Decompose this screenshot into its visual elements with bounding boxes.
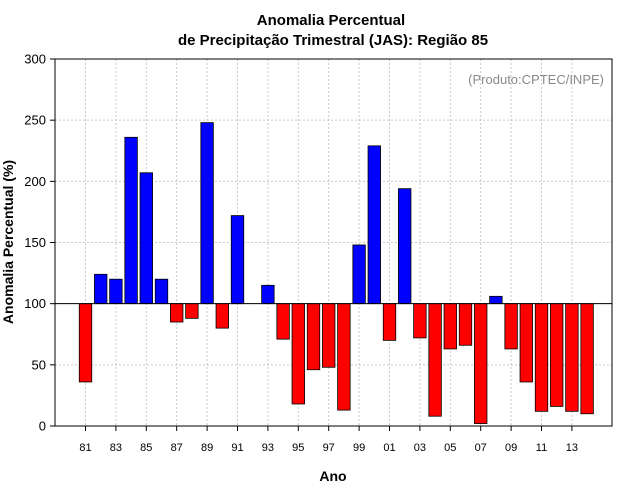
x-tick-label: 01 (383, 442, 395, 454)
bar-96: 96: 46% (306, 303, 321, 371)
bar-00: 00: 229% (367, 145, 381, 305)
bar-06: 06: 66% (458, 303, 473, 346)
x-tick-label: 03 (414, 442, 426, 454)
x-tick-label: 09 (505, 442, 517, 454)
bar-83: 83: 120% (109, 278, 123, 305)
x-tick-label: 99 (353, 442, 365, 454)
x-tick-label: 13 (566, 442, 578, 454)
chart-title-line-1: Anomalia Percentual (257, 12, 405, 29)
bar-85: 85: 207% (139, 172, 153, 305)
bar-09: 09: 63% (504, 303, 518, 350)
bar-84: 84: 236% (124, 136, 138, 305)
bar-02: 02: 194% (398, 188, 412, 305)
bar-14: 14: 10% (580, 303, 594, 415)
bar-11: 11: 12% (534, 303, 549, 412)
bar-82: 82: 124% (94, 273, 108, 305)
bar-93: 93: 115% (261, 284, 275, 305)
x-tick-label: 07 (475, 442, 487, 454)
bars-layer: 81: 36%82: 124%83: 120%84: 236%85: 207%8… (78, 122, 594, 424)
y-tick-label: 250 (24, 113, 46, 128)
bar-90: 90: 80% (215, 303, 229, 329)
x-tick-label: 89 (201, 442, 213, 454)
bar-86: 86: 120% (154, 278, 169, 305)
y-tick-label: 200 (24, 174, 46, 189)
bar-81: 81: 36% (78, 303, 93, 383)
x-tick-label: 87 (171, 442, 183, 454)
y-axis-ticks: 0 50 100 150 200 250 300 (24, 52, 55, 434)
bar-98: 98: 13% (337, 303, 351, 411)
bar-97: 97: 48% (322, 303, 336, 368)
x-tick-label: 95 (292, 442, 304, 454)
x-tick-label: 05 (444, 442, 456, 454)
bar-10: 10: 36% (519, 303, 533, 383)
bar-07: 07: 2% (474, 303, 488, 424)
x-tick-label: 83 (110, 442, 122, 454)
chart-title-line-2: de Precipitação Trimestral (JAS): Região… (178, 32, 488, 49)
bar-94: 94: 71% (276, 303, 290, 340)
y-axis-label: Anomalia Percentual (%) (0, 160, 16, 324)
bar-03: 03: 72% (413, 303, 427, 339)
y-tick-label: 0 (39, 419, 46, 434)
y-tick-label: 50 (32, 357, 46, 372)
x-tick-label: 11 (536, 442, 547, 454)
y-tick-label: 150 (24, 235, 46, 250)
bar-89: 89: 248% (200, 122, 214, 305)
bar-05: 05: 63% (443, 303, 457, 350)
x-tick-label: 85 (140, 442, 152, 454)
bar-04: 04: 8% (428, 303, 442, 417)
x-tick-label: 81 (79, 442, 91, 454)
x-tick-label: 97 (323, 442, 335, 454)
bar-87: 87: 85% (170, 303, 184, 323)
x-tick-label: 91 (231, 442, 243, 454)
bar-01: 01: 70% (382, 303, 397, 341)
bar-99: 99: 148% (352, 244, 366, 305)
bar-91: 91: 172% (230, 215, 245, 305)
bar-88: 88: 88% (185, 303, 199, 319)
y-tick-label: 300 (24, 52, 46, 67)
bar-12: 12: 16% (550, 303, 564, 407)
bar-08: 08: 106% (489, 295, 503, 305)
bar-13: 13: 12% (565, 303, 579, 412)
y-tick-label: 100 (24, 296, 46, 311)
x-axis-label: Ano (319, 468, 346, 484)
x-axis-ticks: 81 83 85 87 89 91 93 95 97 99 01 03 05 07 09 11 13 (79, 426, 578, 454)
product-credit: (Produto:CPTEC/INPE) (468, 72, 604, 87)
bar-95: 95: 18% (291, 303, 305, 405)
x-tick-label: 93 (262, 442, 274, 454)
